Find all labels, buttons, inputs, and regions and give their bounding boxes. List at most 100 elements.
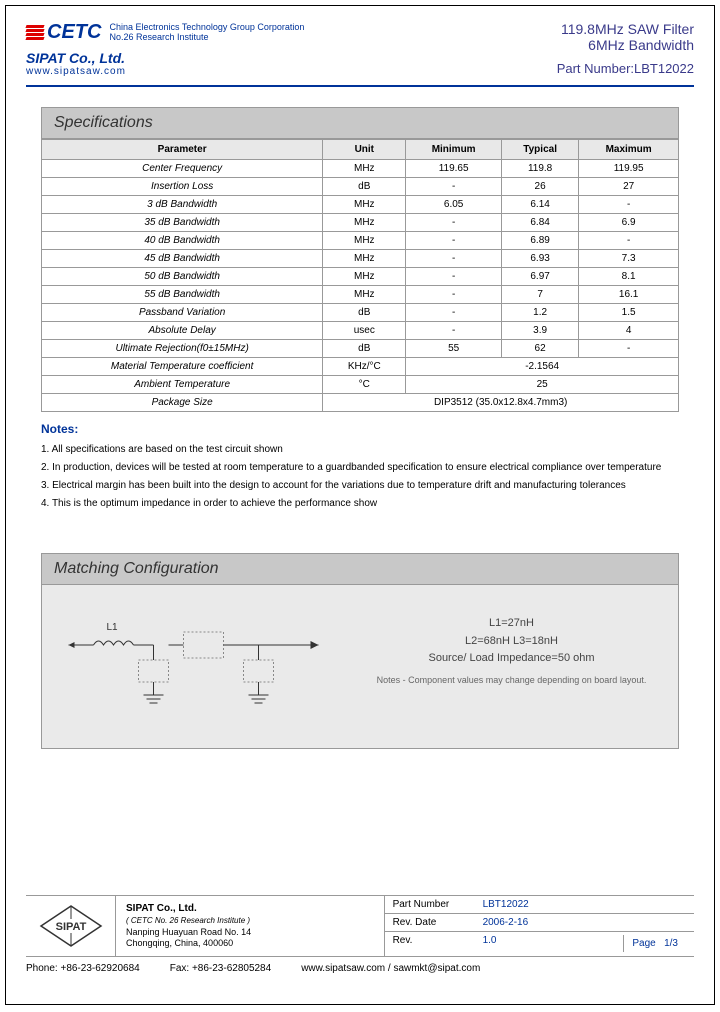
table-cell: °C [323, 376, 406, 394]
table-cell: dB [323, 340, 406, 358]
table-cell: - [406, 250, 502, 268]
revdate-value: 2006-2-16 [475, 914, 694, 931]
table-cell: 3 dB Bandwidth [42, 196, 323, 214]
l1-label: L1 [107, 622, 119, 633]
table-header-row: Parameter Unit Minimum Typical Maximum [42, 140, 679, 160]
page-footer: SIPAT SIPAT Co., Ltd. ( CETC No. 26 Rese… [26, 895, 694, 974]
matching-note: Notes - Component values may change depe… [360, 673, 663, 687]
table-cell: MHz [323, 232, 406, 250]
table-cell: usec [323, 322, 406, 340]
table-cell: 40 dB Bandwidth [42, 232, 323, 250]
table-cell: 35 dB Bandwidth [42, 214, 323, 232]
footer-address: SIPAT Co., Ltd. ( CETC No. 26 Research I… [116, 896, 385, 956]
col-maximum: Maximum [579, 140, 679, 160]
table-cell: Center Frequency [42, 160, 323, 178]
cetc-subtitle: China Electronics Technology Group Corpo… [109, 23, 304, 43]
header-divider [26, 85, 694, 87]
col-parameter: Parameter [42, 140, 323, 160]
table-cell: 16.1 [579, 286, 679, 304]
table-cell: 6.97 [501, 268, 578, 286]
spec-table: Parameter Unit Minimum Typical Maximum C… [41, 139, 679, 412]
table-cell: 55 [406, 340, 502, 358]
table-cell: 119.95 [579, 160, 679, 178]
footer-fax: Fax: +86-23-62805284 [170, 963, 271, 974]
revdate-label: Rev. Date [385, 914, 475, 931]
header-left: CETC China Electronics Technology Group … [26, 21, 557, 77]
notes-title: Notes: [41, 422, 679, 436]
table-row: 40 dB BandwidthMHz-6.89- [42, 232, 679, 250]
footer-phone: Phone: +86-23-62920684 [26, 963, 140, 974]
table-row: Passband VariationdB-1.21.5 [42, 304, 679, 322]
table-cell: - [406, 214, 502, 232]
table-cell: - [579, 340, 679, 358]
table-cell: 50 dB Bandwidth [42, 268, 323, 286]
specifications-section: Specifications Parameter Unit Minimum Ty… [41, 107, 679, 513]
pn-value: LBT12022 [475, 896, 694, 913]
spec-title: Specifications [41, 107, 679, 139]
table-cell: - [579, 196, 679, 214]
table-cell: KHz/°C [323, 358, 406, 376]
table-row: Insertion LossdB-2627 [42, 178, 679, 196]
table-cell: 1.2 [501, 304, 578, 322]
matching-values: L1=27nH L2=68nH L3=18nH Source/ Load Imp… [360, 600, 663, 733]
col-typical: Typical [501, 140, 578, 160]
table-cell: MHz [323, 286, 406, 304]
table-cell: MHz [323, 196, 406, 214]
table-cell: Absolute Delay [42, 322, 323, 340]
table-cell: Ambient Temperature [42, 376, 323, 394]
cetc-logo-icon: CETC [26, 21, 101, 44]
table-cell: 1.5 [579, 304, 679, 322]
website-url: www.sipatsaw.com [26, 66, 557, 77]
table-cell: - [406, 304, 502, 322]
table-cell: - [406, 322, 502, 340]
footer-company: SIPAT Co., Ltd. [126, 903, 197, 914]
rev-value: 1.0 [483, 935, 624, 952]
table-cell: 4 [579, 322, 679, 340]
note-item: 2. In production, devices will be tested… [41, 459, 679, 477]
table-cell: 6.84 [501, 214, 578, 232]
footer-contact: Phone: +86-23-62920684 Fax: +86-23-62805… [26, 963, 694, 974]
footer-addr2: Chongqing, China, 400060 [126, 938, 233, 948]
table-cell: 62 [501, 340, 578, 358]
cetc-name: CETC [47, 21, 101, 44]
table-cell: Insertion Loss [42, 178, 323, 196]
table-cell: MHz [323, 250, 406, 268]
note-item: 4. This is the optimum impedance in orde… [41, 495, 679, 513]
table-cell: 6.9 [579, 214, 679, 232]
table-cell: Ultimate Rejection(f0±15MHz) [42, 340, 323, 358]
col-minimum: Minimum [406, 140, 502, 160]
table-cell: 119.65 [406, 160, 502, 178]
table-cell: - [406, 232, 502, 250]
table-row: 55 dB BandwidthMHz-716.1 [42, 286, 679, 304]
table-cell: 7 [501, 286, 578, 304]
table-cell: MHz [323, 160, 406, 178]
table-cell: - [406, 178, 502, 196]
footer-web-email: www.sipatsaw.com / sawmkt@sipat.com [301, 963, 480, 974]
table-cell: 6.93 [501, 250, 578, 268]
circuit-svg-icon: L1 [57, 600, 360, 730]
table-cell: MHz [323, 214, 406, 232]
page-value: 1/3 [664, 938, 678, 949]
table-row: Center FrequencyMHz119.65119.8119.95 [42, 160, 679, 178]
table-cell: DIP3512 (35.0x12.8x4.7mm3) [323, 394, 679, 412]
matching-title: Matching Configuration [42, 554, 678, 585]
table-cell: 6.89 [501, 232, 578, 250]
product-title-1: 119.8MHz SAW Filter [557, 21, 694, 37]
sipat-company: SIPAT Co., Ltd. [26, 50, 557, 66]
page-label: Page [632, 938, 655, 949]
table-cell: dB [323, 178, 406, 196]
part-number: Part Number:LBT12022 [557, 61, 694, 76]
table-cell: 119.8 [501, 160, 578, 178]
rev-label: Rev. [385, 932, 475, 955]
pn-label: Part Number [385, 896, 475, 913]
table-cell: Passband Variation [42, 304, 323, 322]
table-cell: 6.14 [501, 196, 578, 214]
logo-row: CETC China Electronics Technology Group … [26, 21, 557, 44]
table-row: 35 dB BandwidthMHz-6.846.9 [42, 214, 679, 232]
footer-info-table: Part Number LBT12022 Rev. Date 2006-2-16… [385, 896, 694, 956]
table-cell: 6.05 [406, 196, 502, 214]
table-cell: Material Temperature coefficient [42, 358, 323, 376]
sipat-logo-icon: SIPAT [26, 896, 116, 956]
table-cell: 7.3 [579, 250, 679, 268]
table-cell: MHz [323, 268, 406, 286]
